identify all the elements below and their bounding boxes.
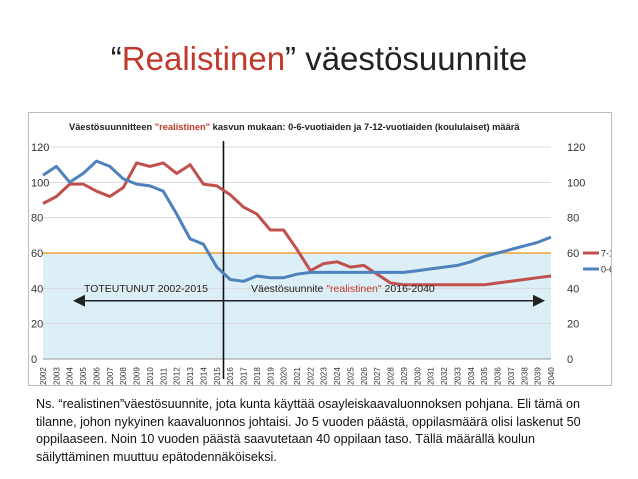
x-tick-label: 2014 [199, 367, 208, 385]
annotation-realized: TOTEUTUNUT 2002-2015 [84, 283, 208, 295]
x-tick-label: 2020 [280, 367, 289, 385]
x-tick-label: 2035 [480, 367, 489, 385]
y-tick-label-left: 100 [31, 177, 49, 189]
title-open-quote: “ [110, 40, 122, 77]
y-tick-label-right: 100 [567, 177, 585, 189]
x-tick-label: 2031 [427, 367, 436, 385]
y-tick-label-right: 60 [567, 248, 579, 260]
y-tick-label-right: 80 [567, 213, 579, 225]
x-tick-label: 2006 [92, 367, 101, 385]
title-rest: ” väestösuunnite [285, 40, 528, 77]
annotation-forecast: Väestösuunnite "realistinen" 2016-2040 [251, 283, 435, 295]
slide-title: “Realistinen” väestösuunnite [0, 40, 638, 78]
y-tick-label-left: 120 [31, 142, 49, 154]
x-tick-label: 2028 [387, 367, 396, 385]
annotation-forecast-part: 2016-2040 [382, 283, 435, 295]
x-tick-label: 2039 [534, 367, 543, 385]
x-tick-label: 2022 [306, 367, 315, 385]
x-tick-label: 2033 [453, 367, 462, 385]
y-tick-label-left: 80 [31, 213, 43, 225]
x-tick-label: 2002 [39, 367, 48, 385]
x-tick-label: 2013 [186, 367, 195, 385]
x-tick-label: 2012 [173, 367, 182, 385]
y-tick-label-right: 0 [567, 354, 573, 366]
x-tick-label: 2027 [373, 367, 382, 385]
y-tick-label-right: 120 [567, 142, 585, 154]
x-tick-label: 2024 [333, 367, 342, 385]
chart-title-part: Väestösuunnitteen [69, 122, 155, 132]
y-tick-label-right: 40 [567, 283, 579, 295]
legend-label-0-6v: 0-6v [601, 265, 611, 275]
x-tick-label: 2004 [66, 367, 75, 385]
x-tick-label: 2005 [79, 367, 88, 385]
chart-container: 0 0 20 20 40 40 60 60 80 80 100 100 120 120 2002 2003 20… [28, 112, 612, 386]
x-tick-label: 2034 [467, 367, 476, 385]
x-tick-label: 2016 [226, 367, 235, 385]
x-tick-label: 2030 [413, 367, 422, 385]
x-tick-label: 2036 [494, 367, 503, 385]
x-tick-label: 2038 [520, 367, 529, 385]
chart-title-part: kasvun mukaan: 0-6-vuotiaiden ja 7-12-vu… [210, 122, 520, 132]
legend-label-7-12v: 7-12v [601, 249, 611, 259]
x-tick-label: 2037 [507, 367, 516, 385]
y-tick-label-left: 60 [31, 248, 43, 260]
x-tick-label: 2032 [440, 367, 449, 385]
x-tick-label: 2009 [133, 367, 142, 385]
x-tick-label: 2017 [240, 367, 249, 385]
slide-caption: Ns. “realistinen”väestösuunnite, jota ku… [36, 397, 581, 464]
y-tick-label-left: 40 [31, 283, 43, 295]
x-tick-label: 2025 [346, 367, 355, 385]
annotation-forecast-part: Väestösuunnite [251, 283, 326, 295]
y-tick-label-right: 20 [567, 319, 579, 331]
x-tick-label: 2023 [320, 367, 329, 385]
x-tick-label: 2019 [266, 367, 275, 385]
y-tick-label-left: 20 [31, 319, 43, 331]
x-tick-label: 2003 [52, 367, 61, 385]
x-tick-label: 2011 [159, 367, 168, 385]
annotation-forecast-part: "realistinen" [326, 283, 382, 295]
chart-title-part: "realistinen" [155, 122, 210, 132]
x-tick-label: 2029 [400, 367, 409, 385]
y-tick-label-left: 0 [31, 354, 37, 366]
chart-title: Väestösuunnitteen "realistinen" kasvun m… [69, 122, 520, 132]
x-tick-label: 2040 [547, 367, 556, 385]
series-line-0-6v [42, 159, 552, 283]
x-tick-label: 2007 [106, 367, 115, 385]
x-tick-label: 2008 [119, 367, 128, 385]
x-tick-label: 2015 [213, 367, 222, 385]
x-tick-label: 2026 [360, 367, 369, 385]
x-tick-label: 2021 [293, 367, 302, 385]
x-tick-label: 2018 [253, 367, 262, 385]
title-accent-word: Realistinen [121, 40, 286, 77]
x-tick-label: 2010 [146, 367, 155, 385]
threshold-shade-area [43, 253, 551, 359]
